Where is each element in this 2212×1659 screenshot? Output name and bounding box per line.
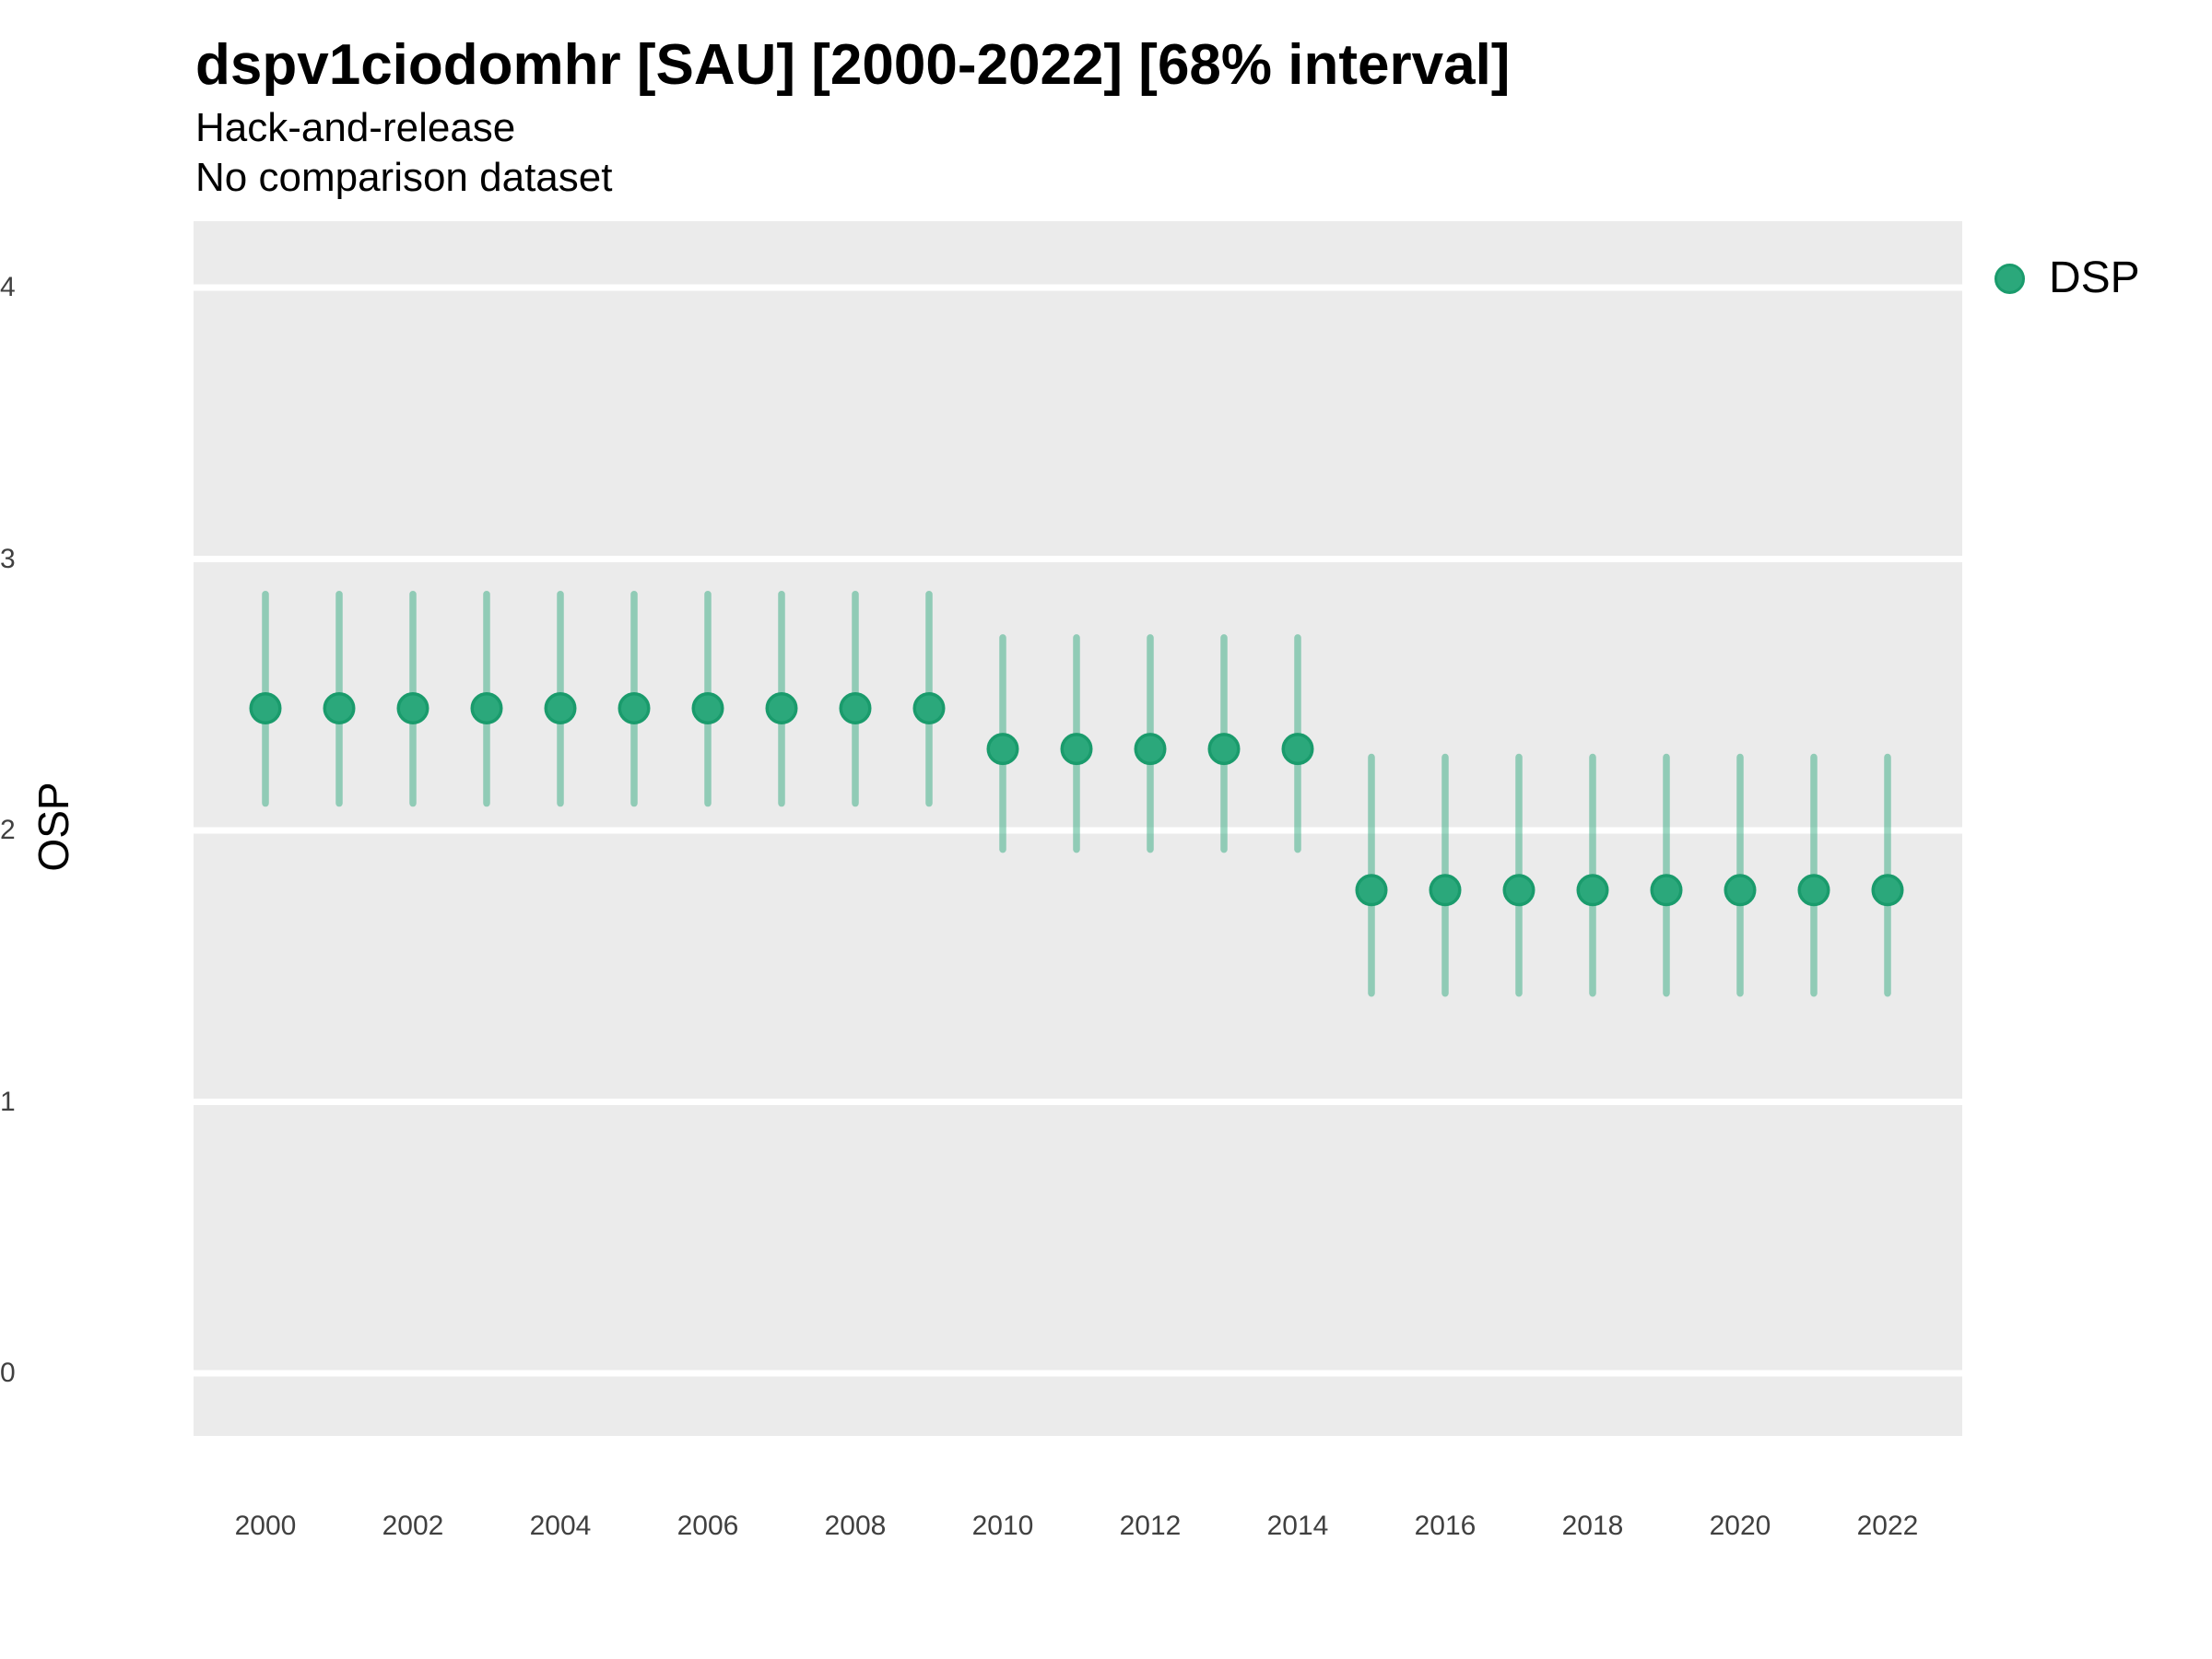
data-point xyxy=(1207,733,1241,766)
y-tick-label: 0 xyxy=(0,1358,16,1388)
data-point xyxy=(1502,874,1535,907)
y-tick-label: 3 xyxy=(0,543,16,574)
plot-panel xyxy=(194,221,1962,1436)
y-tick-label: 2 xyxy=(0,815,16,845)
data-point xyxy=(1134,733,1167,766)
data-point xyxy=(470,691,503,724)
x-tick-label: 2022 xyxy=(1856,1511,1919,1541)
data-point xyxy=(1724,874,1757,907)
chart-subtitle: Hack-and-release xyxy=(195,105,516,150)
x-tick-label: 2002 xyxy=(382,1511,444,1541)
x-tick-label: 2000 xyxy=(234,1511,297,1541)
data-point xyxy=(1871,874,1904,907)
data-point xyxy=(1355,874,1388,907)
data-point xyxy=(249,691,282,724)
plot-svg xyxy=(194,284,1962,1377)
data-point xyxy=(396,691,429,724)
x-tick-label: 2016 xyxy=(1414,1511,1477,1541)
data-point xyxy=(691,691,724,724)
data-point xyxy=(1060,733,1093,766)
data-point xyxy=(323,691,356,724)
data-point xyxy=(1797,874,1830,907)
legend-marker-icon xyxy=(1994,263,2025,294)
data-point xyxy=(1429,874,1462,907)
data-point xyxy=(618,691,651,724)
chart-caption: No comparison dataset xyxy=(195,155,613,200)
x-tick-label: 2014 xyxy=(1266,1511,1329,1541)
x-tick-label: 2008 xyxy=(824,1511,887,1541)
x-tick-label: 2020 xyxy=(1709,1511,1771,1541)
x-tick-label: 2012 xyxy=(1119,1511,1182,1541)
chart-title: dspv1ciodomhr [SAU] [2000-2022] [68% int… xyxy=(195,33,1511,97)
data-point xyxy=(544,691,577,724)
x-tick-label: 2018 xyxy=(1561,1511,1624,1541)
x-tick-label: 2010 xyxy=(971,1511,1034,1541)
data-point xyxy=(1576,874,1609,907)
data-point xyxy=(1281,733,1314,766)
data-point xyxy=(912,691,946,724)
data-point xyxy=(765,691,798,724)
data-point xyxy=(1650,874,1683,907)
legend-label: DSP xyxy=(2049,253,2140,302)
legend: DSP xyxy=(1994,256,2140,300)
y-tick-label: 4 xyxy=(0,272,16,302)
data-point xyxy=(839,691,872,724)
y-tick-label: 1 xyxy=(0,1086,16,1117)
x-tick-label: 2004 xyxy=(529,1511,592,1541)
x-tick-label: 2006 xyxy=(677,1511,739,1541)
data-point xyxy=(986,733,1019,766)
